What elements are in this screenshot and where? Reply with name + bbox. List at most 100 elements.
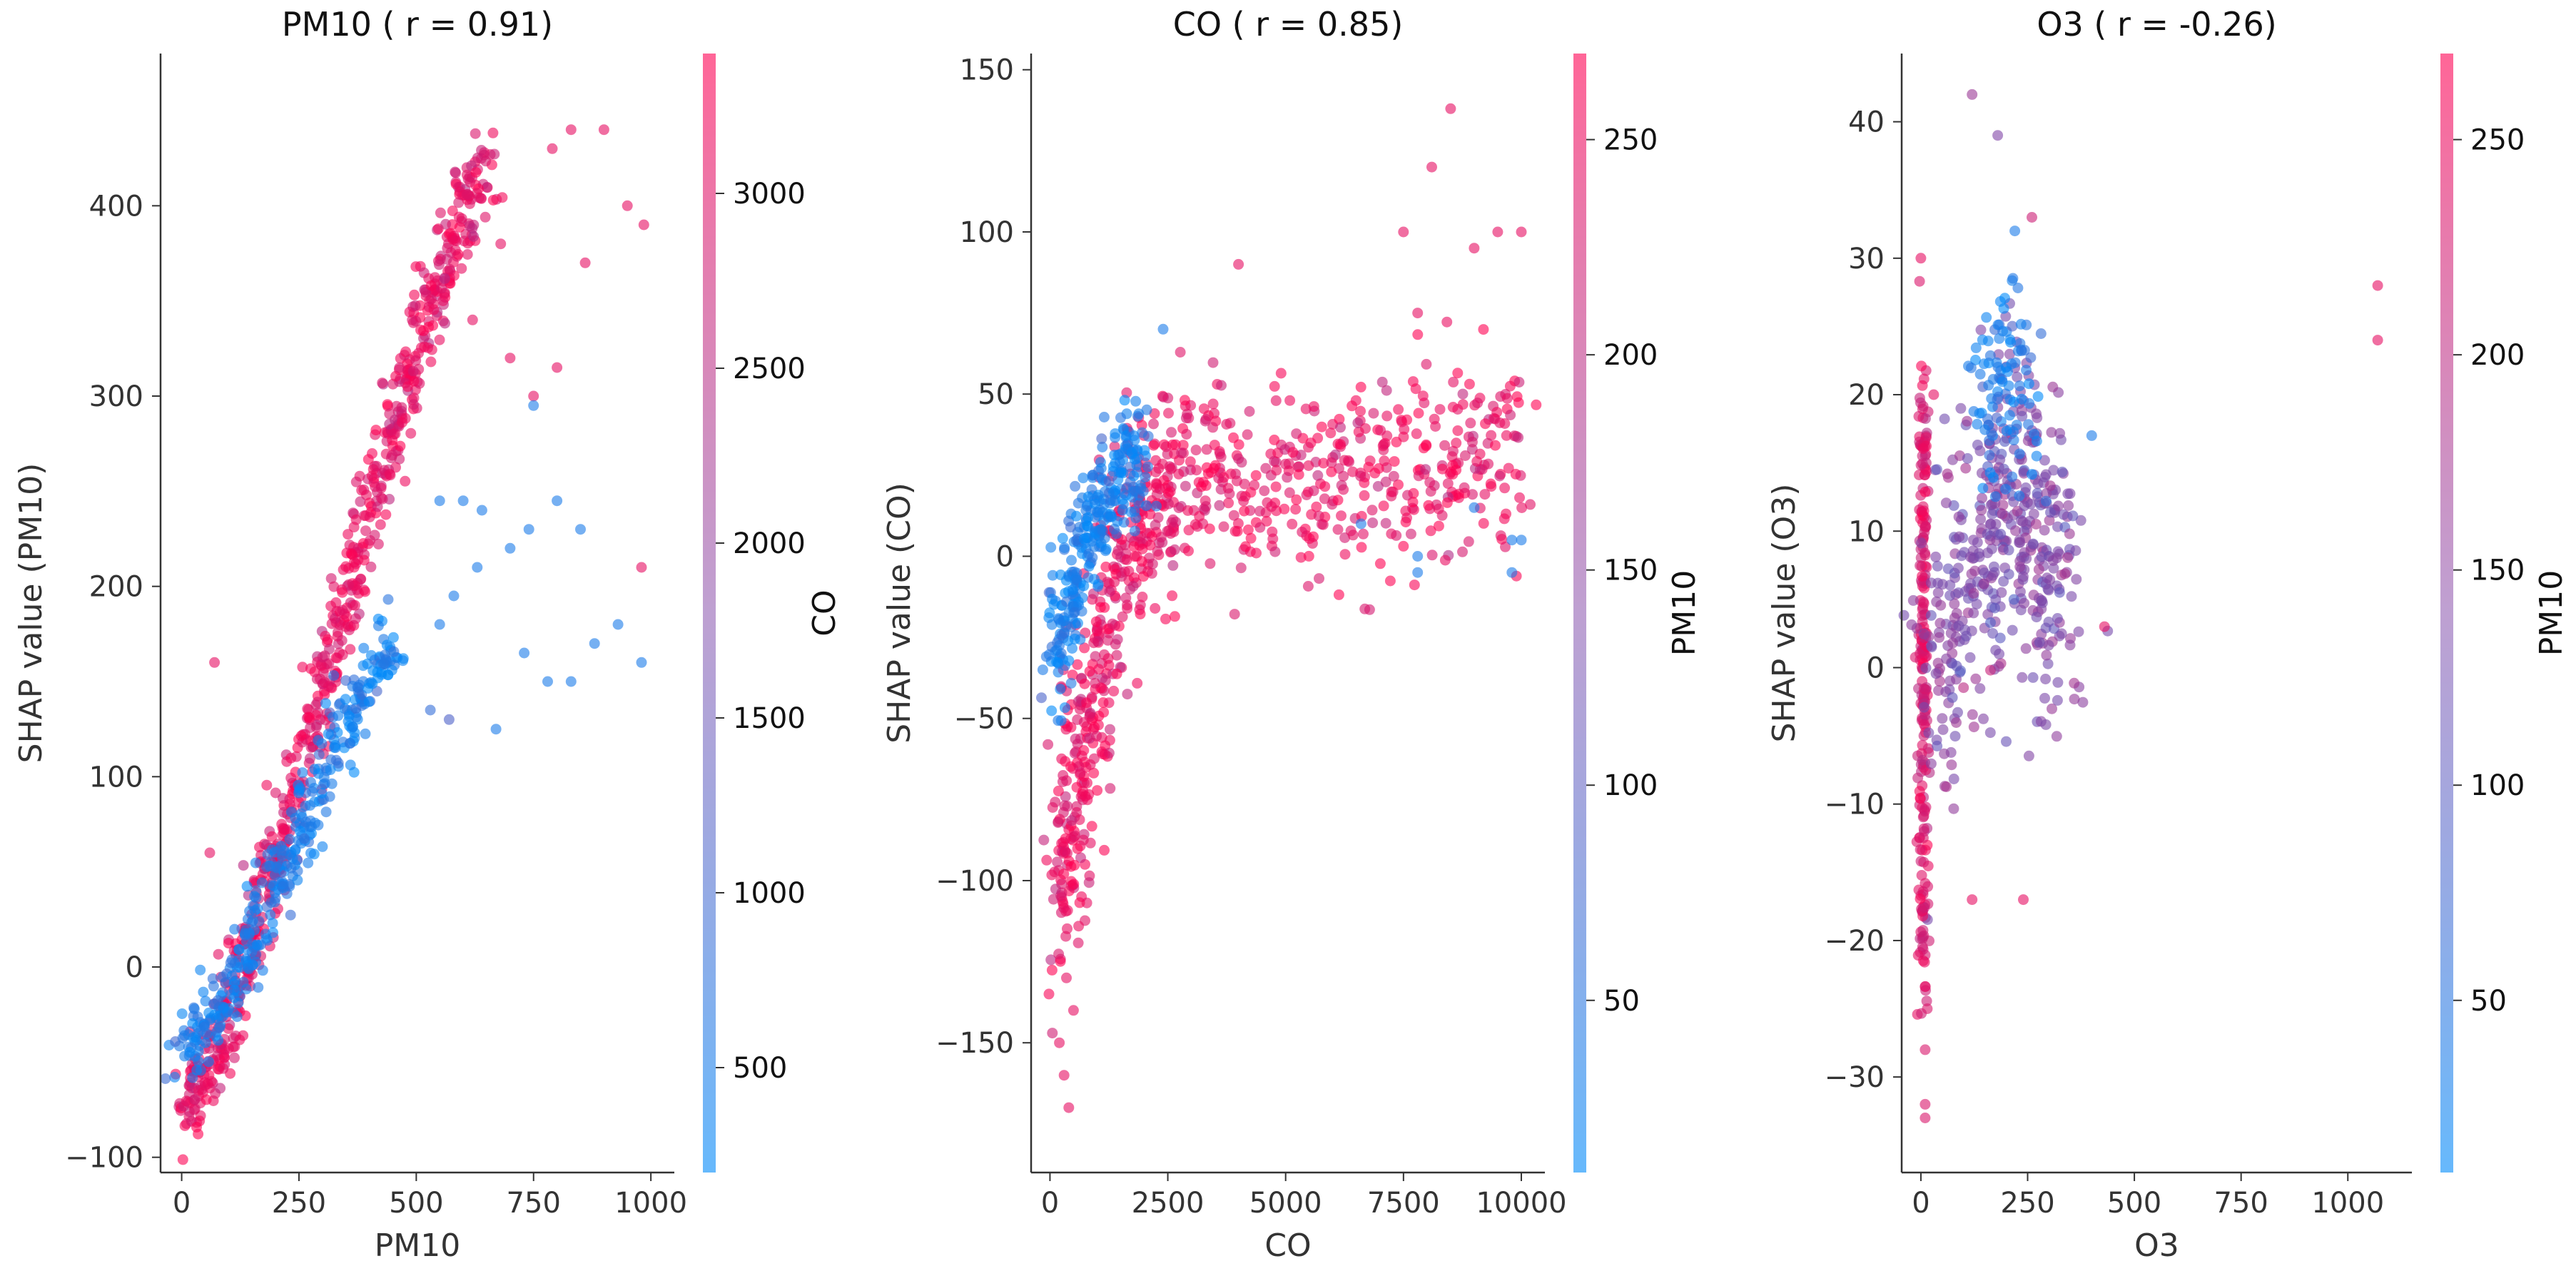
scatter-point bbox=[410, 300, 421, 311]
scatter-point bbox=[1045, 954, 1057, 966]
scatter-point bbox=[2058, 509, 2069, 520]
scatter-point bbox=[434, 334, 445, 345]
scatter-point bbox=[1991, 357, 2002, 368]
scatter-point bbox=[1166, 427, 1177, 438]
y-tick-label: 300 bbox=[89, 380, 143, 413]
scatter-point bbox=[1388, 470, 1399, 482]
scatter-point bbox=[1920, 1113, 1931, 1123]
x-tick-label: 1000 bbox=[2311, 1187, 2384, 1220]
scatter-point bbox=[377, 493, 388, 505]
scatter-point bbox=[1959, 624, 1971, 636]
scatter-point bbox=[1127, 581, 1139, 592]
scatter-point bbox=[360, 586, 371, 597]
scatter-point bbox=[2043, 617, 2054, 627]
scatter-point bbox=[243, 929, 255, 941]
scatter-point bbox=[1926, 642, 1937, 653]
scatter-point bbox=[1291, 428, 1302, 440]
scatter-point bbox=[1916, 903, 1927, 915]
scatter-point bbox=[1503, 462, 1514, 474]
scatter-point bbox=[1239, 478, 1250, 490]
scatter-point bbox=[1303, 442, 1314, 453]
scatter-point bbox=[358, 642, 370, 654]
scatter-point bbox=[1531, 399, 1542, 410]
scatter-point bbox=[1441, 497, 1453, 508]
scatter-point bbox=[1999, 293, 2010, 304]
scatter-point bbox=[1944, 579, 1956, 591]
scatter-point bbox=[1430, 421, 1441, 432]
scatter-point bbox=[2054, 587, 2065, 598]
scatter-point bbox=[1129, 525, 1140, 537]
scatter-point bbox=[476, 505, 487, 516]
scatter-point bbox=[330, 740, 341, 751]
scatter-point bbox=[504, 353, 516, 364]
scatter-point bbox=[1312, 432, 1324, 444]
scatter-point bbox=[1062, 923, 1073, 934]
scatter-point bbox=[1108, 685, 1120, 697]
scatter-point bbox=[1970, 342, 1982, 353]
scatter-point bbox=[2014, 537, 2026, 548]
scatter-point bbox=[1072, 843, 1083, 854]
scatter-point bbox=[1930, 668, 1942, 679]
colorbar-label: PM10 bbox=[2533, 570, 2570, 656]
scatter-point bbox=[2372, 335, 2383, 346]
scatter-point bbox=[1934, 632, 1945, 643]
scatter-point bbox=[2010, 525, 2021, 537]
scatter-point bbox=[1050, 883, 1061, 895]
scatter-point bbox=[1304, 533, 1315, 545]
scatter-point bbox=[1398, 431, 1409, 442]
scatter-point bbox=[1948, 803, 1959, 814]
scatter-point bbox=[201, 1094, 212, 1105]
scatter-point bbox=[1053, 614, 1065, 625]
scatter-point bbox=[565, 124, 577, 136]
scatter-point bbox=[1224, 488, 1235, 500]
scatter-point bbox=[177, 1154, 188, 1165]
chart-title: O3 ( r = -0.26) bbox=[2037, 5, 2276, 44]
scatter-point bbox=[1464, 378, 1475, 390]
scatter-point bbox=[191, 1035, 202, 1046]
scatter-point bbox=[2032, 412, 2043, 423]
scatter-point bbox=[2043, 584, 2054, 596]
scatter-point bbox=[1898, 609, 1910, 621]
scatter-point bbox=[1180, 480, 1191, 492]
scatter-point bbox=[225, 957, 236, 968]
scatter-point bbox=[1981, 312, 1992, 323]
y-tick-label: 40 bbox=[1848, 106, 1885, 139]
scatter-point bbox=[1944, 590, 1956, 601]
scatter-point bbox=[504, 542, 516, 554]
y-tick-label: −100 bbox=[65, 1142, 143, 1175]
scatter-point bbox=[1254, 505, 1265, 517]
scatter-point bbox=[1173, 468, 1185, 480]
scatter-point bbox=[1917, 754, 1928, 766]
scatter-point bbox=[1326, 457, 1337, 468]
scatter-point bbox=[1386, 486, 1397, 497]
scatter-point bbox=[229, 1052, 240, 1063]
scatter-point bbox=[310, 721, 322, 733]
scatter-point bbox=[2027, 538, 2039, 550]
scatter-point bbox=[2018, 466, 2029, 477]
scatter-point bbox=[284, 834, 295, 845]
scatter-point bbox=[1434, 404, 1446, 415]
scatter-point bbox=[1111, 649, 1122, 661]
colorbar-tick-label: 1500 bbox=[733, 702, 806, 735]
scatter-point bbox=[367, 448, 377, 459]
scatter-point bbox=[1099, 532, 1110, 544]
scatter-point bbox=[2045, 507, 2056, 518]
scatter-point bbox=[1046, 869, 1058, 881]
scatter-point bbox=[1043, 739, 1054, 750]
scatter-point bbox=[1993, 349, 2004, 360]
scatter-point bbox=[1418, 442, 1429, 454]
scatter-point bbox=[379, 658, 390, 669]
scatter-point bbox=[1065, 876, 1077, 887]
scatter-point bbox=[2040, 674, 2052, 684]
scatter-point bbox=[319, 689, 330, 700]
scatter-point bbox=[2015, 318, 2027, 330]
scatter-point bbox=[1525, 499, 1536, 510]
scatter-point bbox=[213, 948, 224, 960]
scatter-point bbox=[1941, 781, 1952, 792]
scatter-point bbox=[203, 1007, 215, 1018]
scatter-point bbox=[1918, 683, 1930, 694]
scatter-point bbox=[1974, 683, 1986, 694]
scatter-point bbox=[1451, 437, 1462, 449]
scatter-point bbox=[1259, 485, 1270, 497]
scatter-point bbox=[1072, 714, 1083, 725]
